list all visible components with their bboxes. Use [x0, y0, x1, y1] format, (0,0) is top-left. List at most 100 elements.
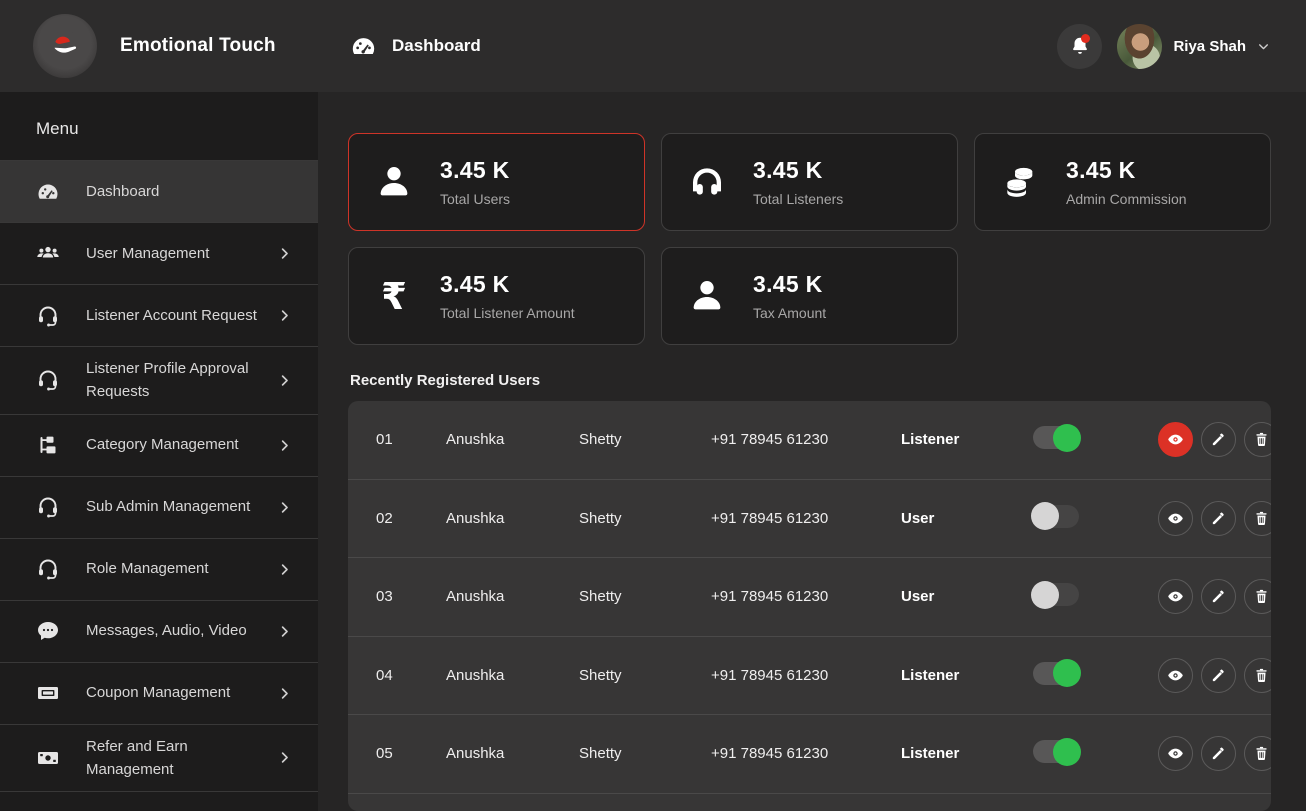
- headset-icon: [36, 495, 60, 519]
- notifications-button[interactable]: [1057, 23, 1103, 69]
- menu-label: Menu: [36, 119, 79, 138]
- page-title-wrap: Dashboard: [350, 33, 481, 60]
- view-button[interactable]: [1158, 736, 1193, 772]
- stat-card-tax-amount[interactable]: 3.45 K Tax Amount: [661, 247, 958, 345]
- table-row: 03 Anushka Shetty +91 78945 61230 User: [348, 558, 1271, 637]
- pencil-icon: [1210, 667, 1227, 684]
- row-last-name: Shetty: [579, 745, 622, 763]
- stat-card-total-listeners[interactable]: 3.45 K Total Listeners: [661, 133, 958, 231]
- edit-button[interactable]: [1201, 657, 1236, 693]
- row-role: Listener: [901, 745, 960, 763]
- table-row: 05 Anushka Shetty +91 78945 61230 Listen…: [348, 715, 1271, 794]
- row-phone: +91 78945 61230: [711, 666, 829, 684]
- chevron-right-icon: [277, 246, 292, 261]
- edit-button[interactable]: [1201, 500, 1236, 536]
- topbar-right: Riya Shah: [1057, 23, 1270, 69]
- delete-button[interactable]: [1244, 500, 1271, 536]
- stat-card-total-users[interactable]: 3.45 K Total Users: [348, 133, 645, 231]
- sidebar-item-messages-audio-video[interactable]: Messages, Audio, Video: [0, 599, 318, 662]
- stat-card-total-listener-amount[interactable]: ₹ 3.45 K Total Listener Amount: [348, 247, 645, 345]
- row-id: 01: [376, 431, 393, 449]
- table-row: 01 Anushka Shetty +91 78945 61230 Listen…: [348, 401, 1271, 480]
- notification-badge-dot: [1081, 33, 1091, 43]
- content-column: Dashboard Riya Shah: [318, 0, 1306, 811]
- sidebar-item-role-management[interactable]: Role Management: [0, 537, 318, 600]
- delete-button[interactable]: [1244, 736, 1271, 772]
- row-id: 05: [376, 745, 393, 763]
- user-icon: [371, 162, 417, 202]
- chevron-right-icon: [277, 438, 292, 453]
- delete-button[interactable]: [1244, 657, 1271, 693]
- sidebar-item-sub-admin-management[interactable]: Sub Admin Management: [0, 475, 318, 538]
- sitemap-icon: [36, 433, 60, 457]
- eye-icon: [1167, 510, 1184, 527]
- table-row-partial: [348, 794, 1271, 811]
- topbar: Dashboard Riya Shah: [318, 0, 1306, 92]
- trash-icon: [1253, 431, 1270, 448]
- avatar: [1117, 23, 1163, 69]
- row-role: Listener: [901, 431, 960, 449]
- chevron-down-icon: [1257, 40, 1270, 53]
- row-first-name: Anushka: [446, 666, 505, 684]
- row-role: User: [901, 588, 935, 606]
- row-last-name: Shetty: [579, 588, 622, 606]
- sidebar-item-category-management[interactable]: Category Management: [0, 413, 318, 476]
- row-first-name: Anushka: [446, 431, 505, 449]
- row-last-name: Shetty: [579, 431, 622, 449]
- view-button[interactable]: [1158, 657, 1193, 693]
- dashboard-icon: [36, 180, 60, 204]
- stat-value: 3.45 K: [753, 271, 823, 297]
- edit-button[interactable]: [1201, 736, 1236, 772]
- row-id: 04: [376, 666, 393, 684]
- headphones-icon: [684, 162, 730, 202]
- sidebar-item-listener-profile-approval-requests[interactable]: Listener Profile Approval Requests: [0, 346, 318, 414]
- user-menu[interactable]: Riya Shah: [1117, 23, 1270, 69]
- edit-button[interactable]: [1201, 579, 1236, 615]
- coins-icon: [997, 162, 1043, 202]
- eye-icon: [1167, 745, 1184, 762]
- row-first-name: Anushka: [446, 509, 505, 527]
- stat-cards: 3.45 K Total Users 3.45 K Total Listener…: [348, 133, 1271, 345]
- sidebar-menu: Dashboard User Management Listener Accou…: [0, 160, 318, 792]
- status-toggle[interactable]: [1033, 737, 1081, 766]
- view-button[interactable]: [1158, 422, 1193, 458]
- row-first-name: Anushka: [446, 745, 505, 763]
- trash-icon: [1253, 667, 1270, 684]
- row-id: 03: [376, 588, 393, 606]
- sidebar-item-refer-and-earn-management[interactable]: Refer and Earn Management: [0, 723, 318, 792]
- brand-logo-hands-icon: [33, 14, 97, 78]
- main-content: 3.45 K Total Users 3.45 K Total Listener…: [318, 92, 1306, 811]
- user-name: Riya Shah: [1173, 37, 1246, 55]
- view-button[interactable]: [1158, 579, 1193, 615]
- status-toggle[interactable]: [1031, 502, 1079, 531]
- stat-value: 3.45 K: [440, 157, 510, 183]
- headset-icon: [36, 368, 60, 392]
- page-title: Dashboard: [392, 36, 481, 55]
- chevron-right-icon: [277, 308, 292, 323]
- sidebar-item-listener-account-request[interactable]: Listener Account Request: [0, 284, 318, 346]
- status-toggle[interactable]: [1031, 580, 1079, 609]
- delete-button[interactable]: [1244, 422, 1271, 458]
- pencil-icon: [1210, 510, 1227, 527]
- stat-value: 3.45 K: [440, 271, 510, 297]
- row-phone: +91 78945 61230: [711, 745, 829, 763]
- sidebar-item-coupon-management[interactable]: Coupon Management: [0, 661, 318, 724]
- sidebar: Emotional Touch Menu Dashboard User Mana…: [0, 0, 318, 811]
- chevron-right-icon: [277, 750, 292, 765]
- edit-button[interactable]: [1201, 422, 1236, 458]
- trash-icon: [1253, 510, 1270, 527]
- delete-button[interactable]: [1244, 579, 1271, 615]
- chevron-right-icon: [277, 562, 292, 577]
- sidebar-item-dashboard[interactable]: Dashboard: [0, 160, 318, 222]
- sidebar-item-user-management[interactable]: User Management: [0, 222, 318, 284]
- row-id: 02: [376, 509, 393, 527]
- brand-header: Emotional Touch: [0, 0, 318, 92]
- status-toggle[interactable]: [1033, 659, 1081, 688]
- chevron-right-icon: [277, 686, 292, 701]
- view-button[interactable]: [1158, 500, 1193, 536]
- eye-icon: [1167, 588, 1184, 605]
- headset-icon: [36, 557, 60, 581]
- stat-card-admin-commission[interactable]: 3.45 K Admin Commission: [974, 133, 1271, 231]
- ticket-icon: [36, 681, 60, 705]
- status-toggle[interactable]: [1033, 423, 1081, 452]
